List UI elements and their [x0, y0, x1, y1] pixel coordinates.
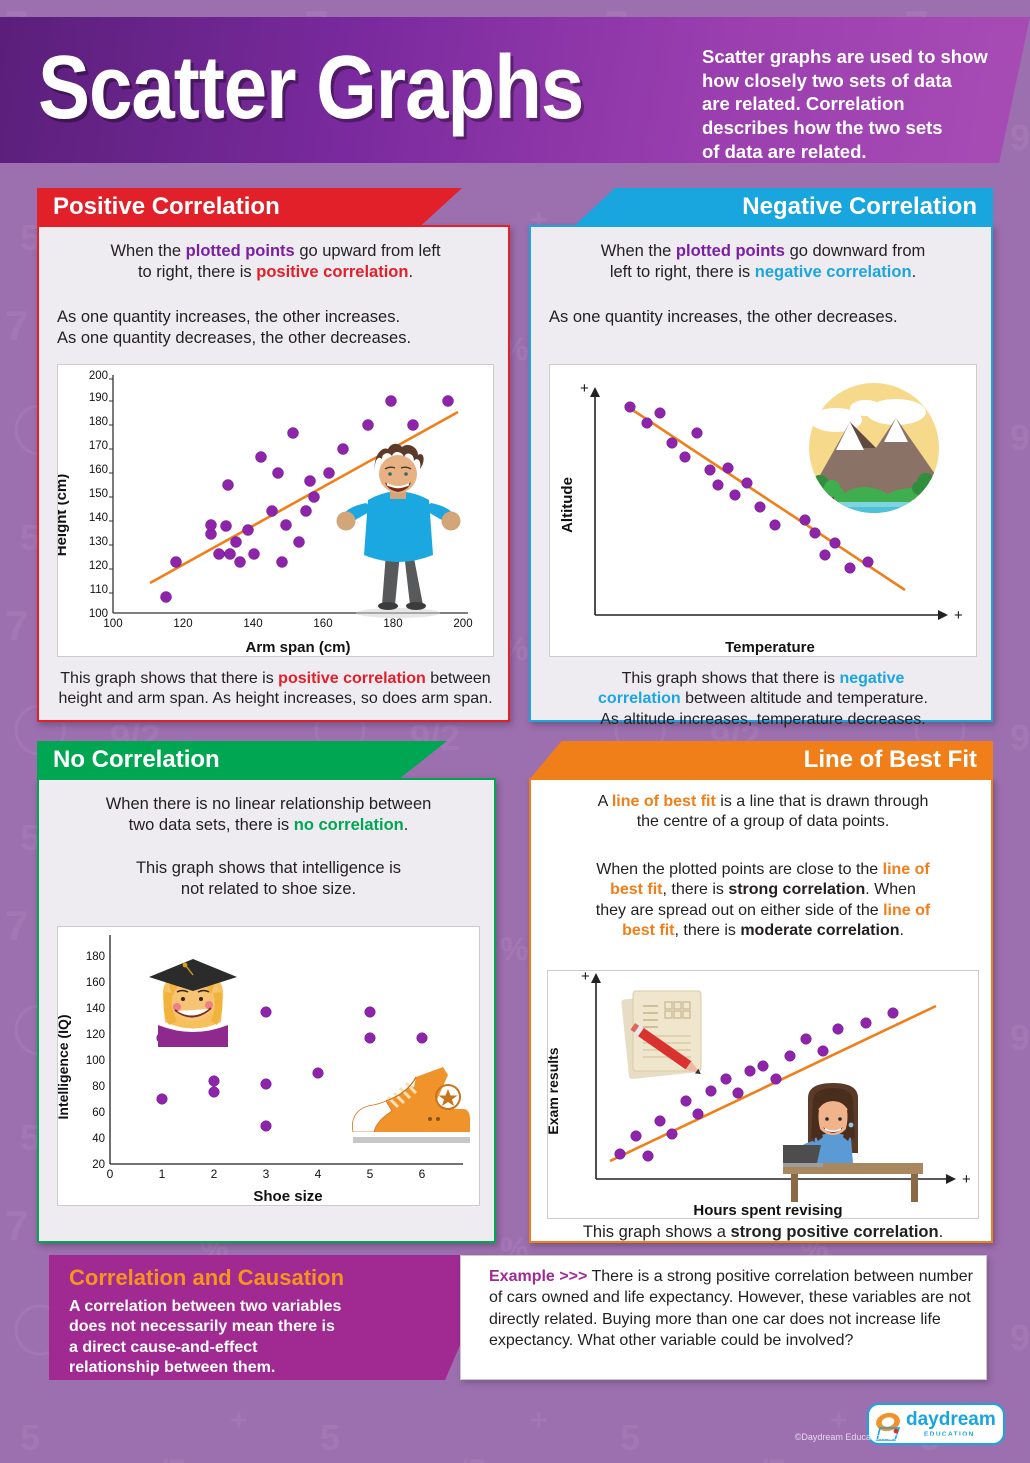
svg-text:120: 120: [86, 1029, 105, 1041]
svg-text:Intelligence (IQ): Intelligence (IQ): [58, 1014, 71, 1119]
svg-text:140: 140: [243, 618, 262, 630]
svg-text:Hours spent revising: Hours spent revising: [693, 1202, 842, 1219]
svg-text:100: 100: [86, 1055, 105, 1067]
svg-text:160: 160: [313, 618, 332, 630]
svg-text:110: 110: [90, 584, 108, 596]
svg-text:40: 40: [92, 1133, 105, 1145]
svg-text:190: 190: [89, 392, 108, 404]
svg-text:140: 140: [86, 1003, 105, 1015]
svg-text:180: 180: [89, 416, 108, 428]
svg-text:+: +: [954, 607, 963, 624]
svg-text:180: 180: [383, 618, 402, 630]
svg-text:2: 2: [211, 1167, 218, 1181]
svg-text:1: 1: [159, 1167, 166, 1181]
svg-text:+: +: [962, 1171, 971, 1188]
svg-text:60: 60: [92, 1107, 105, 1119]
svg-text:130: 130: [89, 536, 108, 548]
svg-text:Shoe size: Shoe size: [253, 1188, 322, 1205]
svg-text:Exam results: Exam results: [548, 1047, 561, 1134]
svg-text:5: 5: [367, 1167, 374, 1181]
svg-text:Altitude: Altitude: [559, 477, 576, 533]
svg-text:+: +: [581, 971, 590, 985]
svg-text:20: 20: [92, 1159, 105, 1171]
svg-text:100: 100: [103, 618, 122, 630]
svg-text:150: 150: [89, 488, 108, 500]
svg-text:0: 0: [107, 1167, 114, 1181]
svg-text:200: 200: [89, 370, 108, 382]
svg-text:120: 120: [89, 560, 108, 572]
svg-text:6: 6: [419, 1167, 426, 1181]
svg-text:Temperature: Temperature: [725, 639, 815, 656]
svg-text:180: 180: [86, 951, 105, 963]
svg-text:Height (cm): Height (cm): [58, 474, 70, 557]
svg-text:+: +: [580, 380, 589, 397]
svg-text:160: 160: [86, 977, 105, 989]
svg-text:Arm span (cm): Arm span (cm): [245, 639, 350, 656]
svg-text:120: 120: [173, 618, 192, 630]
svg-text:170: 170: [89, 440, 108, 452]
svg-text:200: 200: [453, 618, 472, 630]
svg-text:140: 140: [89, 512, 108, 524]
svg-text:4: 4: [315, 1167, 322, 1181]
svg-text:80: 80: [92, 1081, 105, 1093]
svg-text:160: 160: [89, 464, 108, 476]
svg-text:3: 3: [263, 1167, 270, 1181]
